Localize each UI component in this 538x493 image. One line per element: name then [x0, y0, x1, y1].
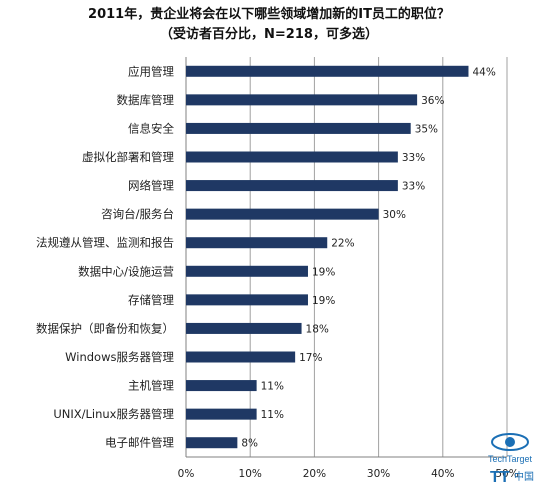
category-label: 咨询台/服务台	[101, 207, 174, 221]
bar	[186, 380, 257, 392]
logo-text-tt: TT	[490, 469, 510, 486]
data-label: 11%	[261, 381, 284, 393]
bar	[186, 151, 398, 163]
x-tick-label: 0%	[178, 468, 195, 480]
bar	[186, 208, 379, 220]
data-label: 22%	[331, 238, 354, 250]
data-label: 8%	[241, 438, 258, 450]
bar	[186, 122, 411, 134]
x-tick-label: 40%	[431, 468, 454, 480]
category-label: 网络管理	[128, 179, 174, 193]
chart-subtitle: （受访者百分比，N=218，可多选）	[160, 27, 378, 42]
data-label: 35%	[415, 123, 438, 135]
data-label: 18%	[306, 323, 329, 335]
category-label: 存储管理	[128, 293, 174, 307]
category-label: UNIX/Linux服务器管理	[53, 407, 174, 421]
data-label: 33%	[402, 181, 425, 193]
x-tick-label: 30%	[367, 468, 390, 480]
category-label: 法规遵从管理、监测和报告	[36, 236, 174, 250]
category-label: 电子邮件管理	[105, 436, 174, 450]
data-label: 19%	[312, 295, 335, 307]
category-label: 应用管理	[128, 64, 174, 78]
category-label: Windows服务器管理	[65, 350, 174, 364]
data-label: 17%	[299, 352, 322, 364]
category-label: 虚拟化部署和管理	[82, 150, 174, 164]
bar	[186, 94, 418, 106]
data-label: 30%	[383, 209, 406, 221]
category-label: 数据保护（即备份和恢复）	[36, 321, 174, 335]
bar	[186, 265, 308, 277]
bar	[186, 180, 398, 192]
category-label: 信息安全	[128, 121, 174, 135]
logo-text-china: 中国	[514, 470, 534, 483]
x-tick-label: 50%	[495, 468, 518, 480]
data-label: 33%	[402, 152, 425, 164]
bar	[186, 408, 257, 420]
bar	[186, 351, 296, 363]
chart-title: 2011年，贵企业将会在以下哪些领域增加新的IT员工的职位？	[88, 7, 450, 22]
bar	[186, 294, 308, 306]
bar	[186, 437, 238, 449]
category-label: 数据中心/设施运营	[78, 264, 174, 278]
x-tick-label: 10%	[239, 468, 262, 480]
logo-eye-outline	[491, 433, 529, 451]
logo-eye-pupil	[505, 437, 515, 447]
bar	[186, 322, 302, 334]
x-tick-label: 20%	[303, 468, 326, 480]
techtarget-logo: TechTarget TT 中国	[488, 433, 534, 486]
data-label: 44%	[472, 66, 495, 78]
chart-title-block: 2011年，贵企业将会在以下哪些领域增加新的IT员工的职位？ （受访者百分比，N…	[0, 5, 538, 45]
category-label: 数据库管理	[117, 93, 175, 107]
bar	[186, 237, 328, 249]
logo-text-techtarget: TechTarget	[488, 454, 533, 464]
data-label: 11%	[261, 409, 284, 421]
bar	[186, 65, 469, 77]
data-label: 36%	[421, 95, 444, 107]
data-label: 19%	[312, 266, 335, 278]
category-label: 主机管理	[128, 379, 174, 393]
